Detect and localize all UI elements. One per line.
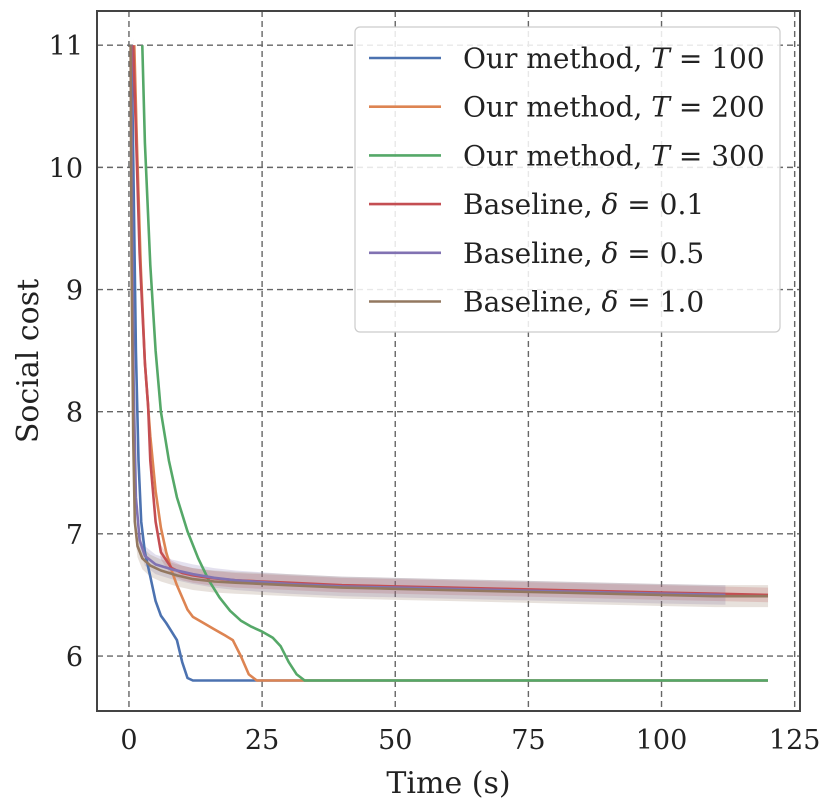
y-tick-label: 7 <box>66 520 83 551</box>
x-tick-label: 75 <box>511 725 545 756</box>
legend-box <box>354 26 781 333</box>
x-tick-label: 100 <box>636 725 688 756</box>
y-tick-label: 8 <box>66 398 83 429</box>
legend-entry: Baseline, δ = 0.1 <box>463 188 704 221</box>
x-axis-label: Time (s) <box>386 766 510 801</box>
series-line-5 <box>129 45 768 598</box>
x-tick-label: 0 <box>120 725 137 756</box>
plot-frame <box>96 10 801 712</box>
x-axis-ticks: 0 25 50 75 100 125 <box>120 725 820 756</box>
y-tick-label: 9 <box>66 276 83 307</box>
x-tick-label: 50 <box>378 725 412 756</box>
y-tick-label: 10 <box>49 153 83 184</box>
x-tick-label: 25 <box>245 725 279 756</box>
legend-entry: Our method, T = 100 <box>463 42 765 75</box>
y-axis-label: Social cost <box>11 279 46 443</box>
y-tick-label: 11 <box>49 31 83 62</box>
legend: Our method, T = 100 Our method, T = 200 Ou… <box>354 26 781 333</box>
legend-entry: Our method, T = 200 <box>463 91 765 124</box>
series-line-2 <box>141 45 768 682</box>
legend-entry: Baseline, δ = 0.5 <box>463 237 704 270</box>
y-tick-label: 6 <box>66 642 83 673</box>
y-axis-ticks: 6 7 8 9 10 11 <box>49 31 83 673</box>
legend-entry: Baseline, δ = 1.0 <box>463 286 704 319</box>
legend-entry: Our method, T = 300 <box>463 139 765 172</box>
x-tick-label: 125 <box>769 725 821 756</box>
series-lines <box>129 45 769 682</box>
